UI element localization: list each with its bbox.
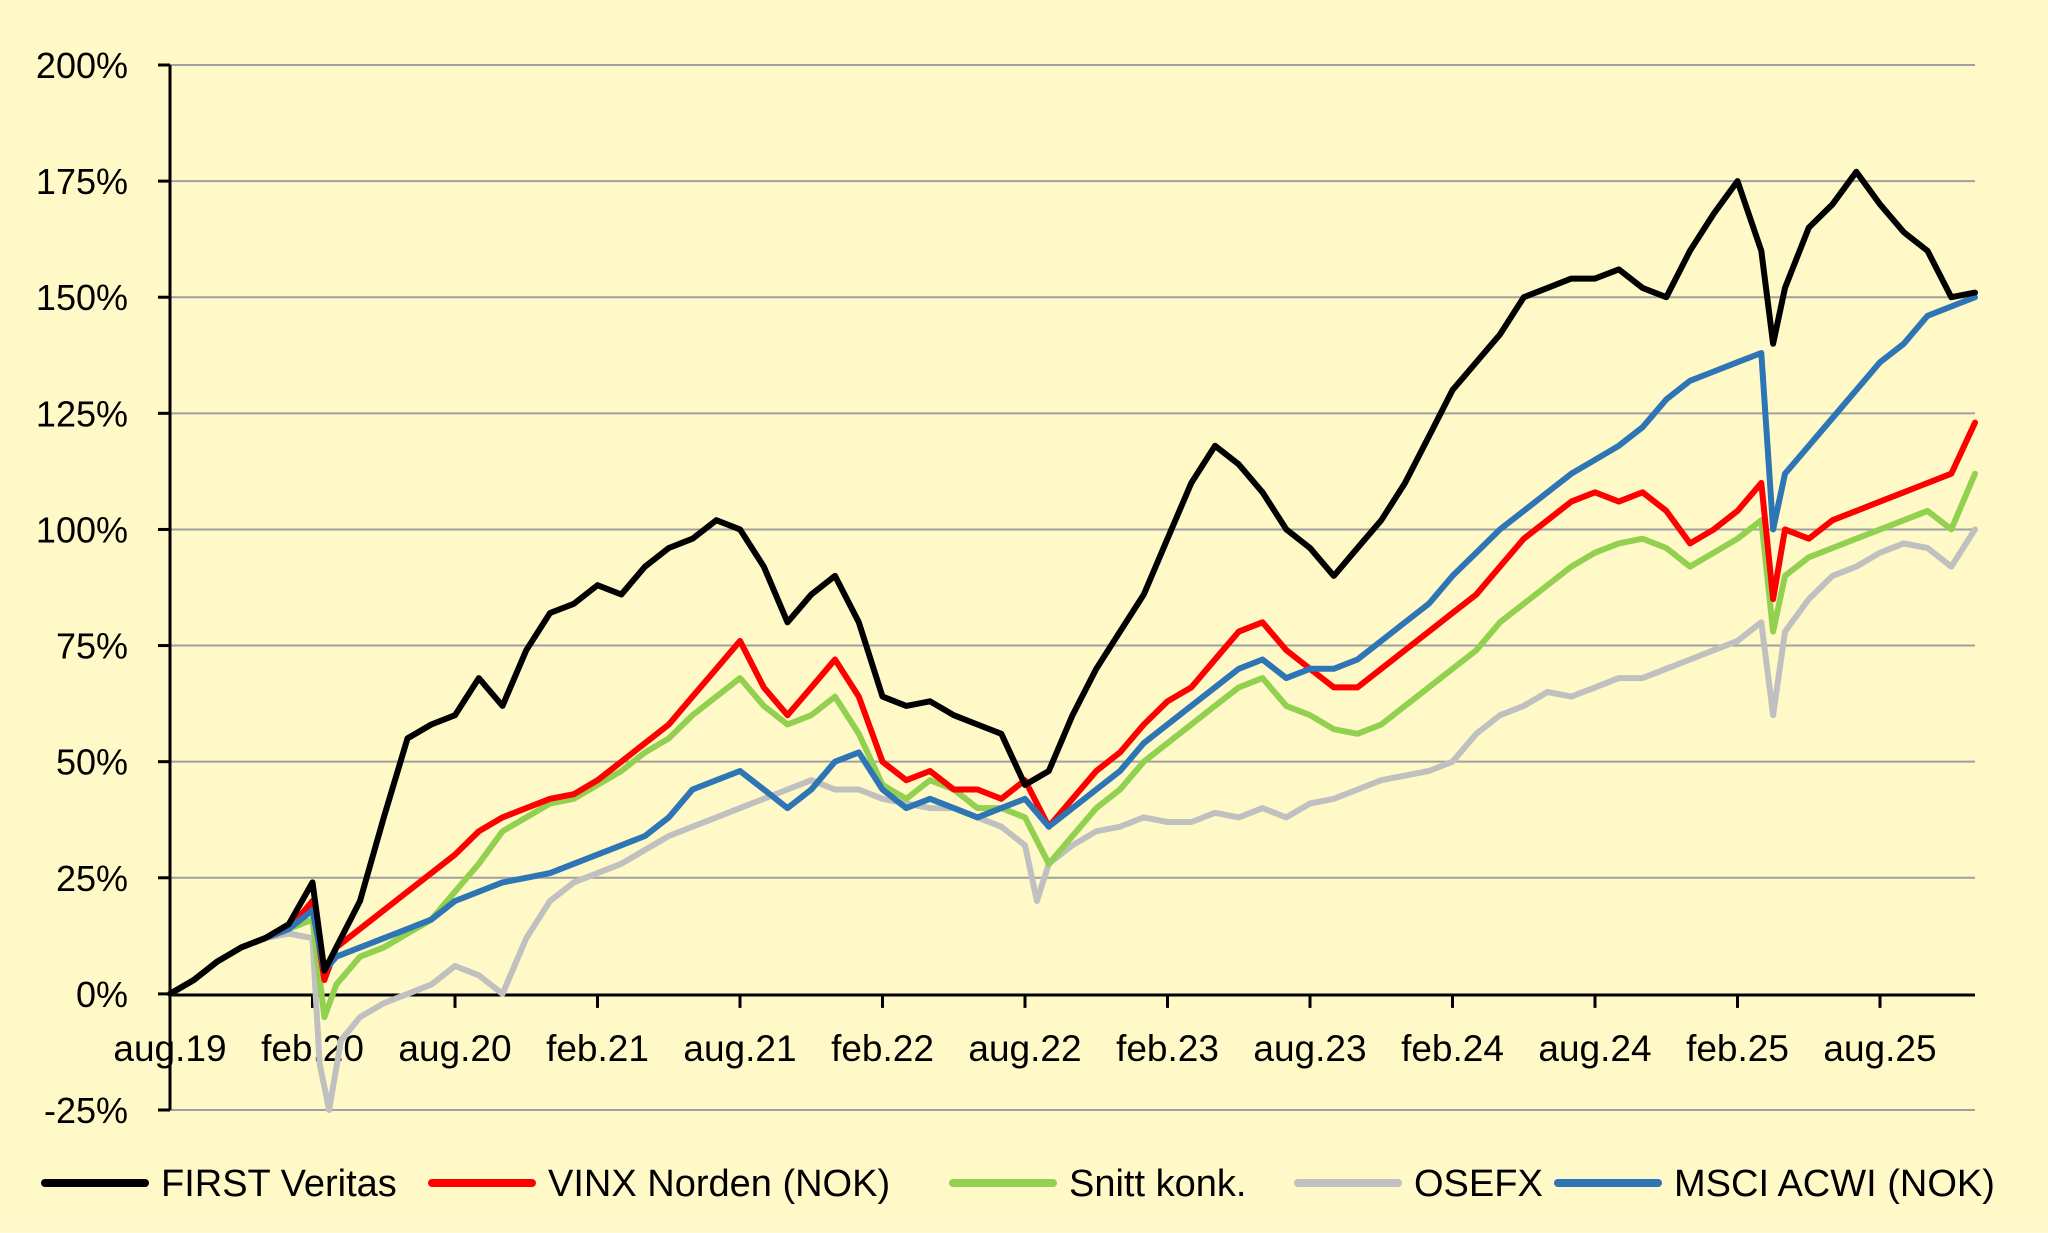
legend-label: Snitt konk.	[1069, 1163, 1246, 1205]
series-line-first-veritas	[167, 168, 1978, 997]
y-tick-label: 100%	[36, 509, 128, 550]
series-line-osefx	[167, 526, 1978, 1113]
series-line-vinx-norden-nok	[167, 419, 1978, 997]
legend-label: VINX Norden (NOK)	[548, 1163, 890, 1205]
legend-label: FIRST Veritas	[161, 1163, 397, 1205]
y-tick-label: 150%	[36, 277, 128, 318]
series-line-msci-acwi-nok	[167, 294, 1978, 997]
legend: FIRST Veritas VINX Norden (NOK) Snitt konk…	[41, 1163, 1995, 1205]
series-line-snitt-konk	[167, 470, 1978, 1021]
x-tick-label: aug.23	[1253, 1028, 1366, 1069]
x-tick-label: aug.25	[1823, 1028, 1936, 1069]
x-tick-labels: aug.19 feb.20 aug.20 feb.21 aug.21 feb.22 aug.…	[113, 993, 1937, 1069]
y-tick-label: -25%	[44, 1090, 128, 1131]
x-tick-label: aug.21	[683, 1028, 796, 1069]
x-tick-label: aug.20	[398, 1028, 511, 1069]
x-tick-label: aug.22	[968, 1028, 1081, 1069]
legend-label: OSEFX	[1414, 1163, 1543, 1205]
series-lines	[167, 168, 1978, 1113]
x-tick-label: feb.23	[1116, 1028, 1219, 1069]
axes	[168, 65, 1975, 1110]
grid-lines	[158, 63, 1975, 1112]
x-tick-label: feb.24	[1401, 1028, 1504, 1069]
x-tick-label: feb.22	[831, 1028, 934, 1069]
legend-label: MSCI ACWI (NOK)	[1674, 1163, 1995, 1205]
y-tick-label: 200%	[36, 45, 128, 86]
y-tick-labels: -25% 0% 25% 50% 75% 100% 125% 150% 175% 200%	[36, 45, 128, 1131]
x-tick-label: aug.24	[1538, 1028, 1651, 1069]
y-tick-label: 75%	[56, 626, 128, 667]
y-tick-label: 0%	[76, 974, 128, 1015]
x-tick-label: feb.25	[1686, 1028, 1789, 1069]
y-tick-label: 175%	[36, 161, 128, 202]
y-tick-label: 50%	[56, 742, 128, 783]
x-tick-label: feb.21	[546, 1028, 649, 1069]
y-tick-label: 25%	[56, 858, 128, 899]
x-tick-label: aug.19	[113, 1028, 226, 1069]
y-tick-label: 125%	[36, 393, 128, 434]
